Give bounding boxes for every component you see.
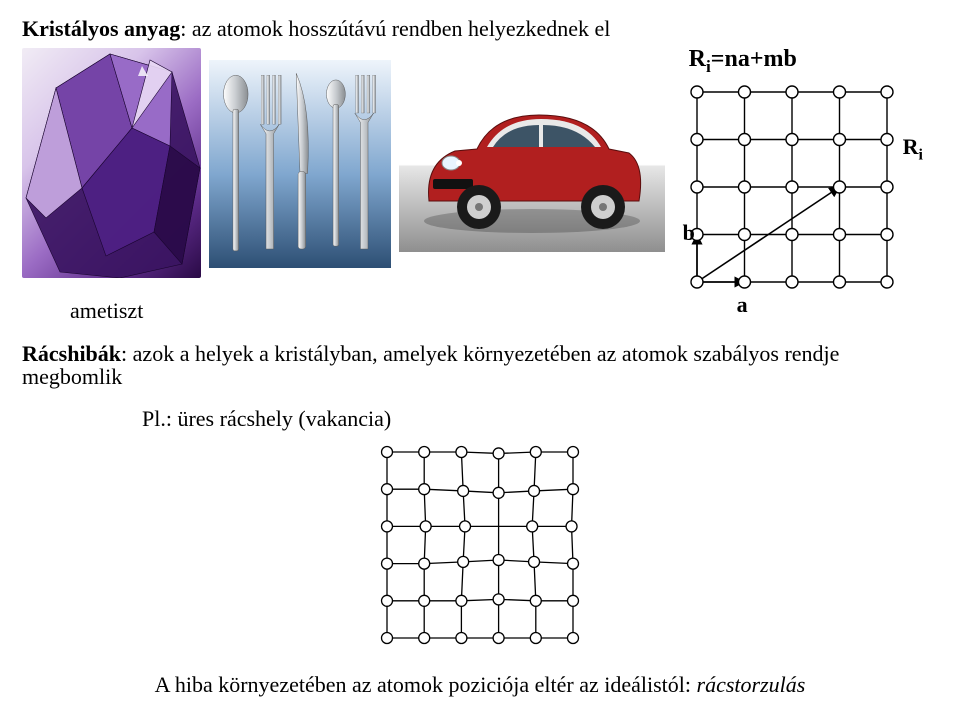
defects-rest: : azok a helyek a kristályban, amelyek k… <box>22 341 839 389</box>
example-line: Pl.: üres rácshely (vakancia) <box>142 406 938 432</box>
formula-a: a <box>738 46 750 72</box>
lattice-label-Ri: Ri <box>903 134 923 164</box>
vacancy-svg <box>371 436 589 654</box>
amethyst-caption: ametiszt <box>70 298 143 324</box>
defects-strong: Rácshibák <box>22 341 121 366</box>
formula-b: b <box>783 46 796 72</box>
lattice-diagram-wrap: Ri b a <box>683 78 938 302</box>
car-image <box>399 84 664 252</box>
lattice-label-a: a <box>737 292 748 318</box>
car-svg <box>407 93 657 243</box>
title-line: Kristályos anyag: az atomok hosszútávú r… <box>22 16 938 42</box>
image-gallery: Ri=na+mb Ri b a <box>22 48 938 302</box>
footer-ital: rácstorzulás <box>697 672 806 697</box>
formula-plus-m: +m <box>750 46 784 72</box>
lattice-svg <box>683 78 901 296</box>
lattice-formula: Ri=na+mb <box>689 46 797 77</box>
lattice-label-b: b <box>683 220 695 246</box>
footer-line: A hiba környezetében az atomok poziciója… <box>22 672 938 698</box>
amethyst-svg <box>22 48 201 278</box>
amethyst-image <box>22 48 201 278</box>
formula-eq: =n <box>711 46 738 72</box>
title-strong: Kristályos anyag <box>22 16 180 41</box>
cutlery-image <box>209 60 392 268</box>
footer-plain: A hiba környezetében az atomok poziciója… <box>155 672 697 697</box>
vacancy-diagram-row <box>22 436 938 654</box>
lattice-column: Ri=na+mb Ri b a <box>683 48 938 302</box>
defects-paragraph: Rácshibák: azok a helyek a kristályban, … <box>22 342 938 388</box>
cutlery-svg <box>215 69 385 259</box>
formula-R: R <box>689 46 706 72</box>
title-rest: : az atomok hosszútávú rendben helyezked… <box>180 16 610 41</box>
